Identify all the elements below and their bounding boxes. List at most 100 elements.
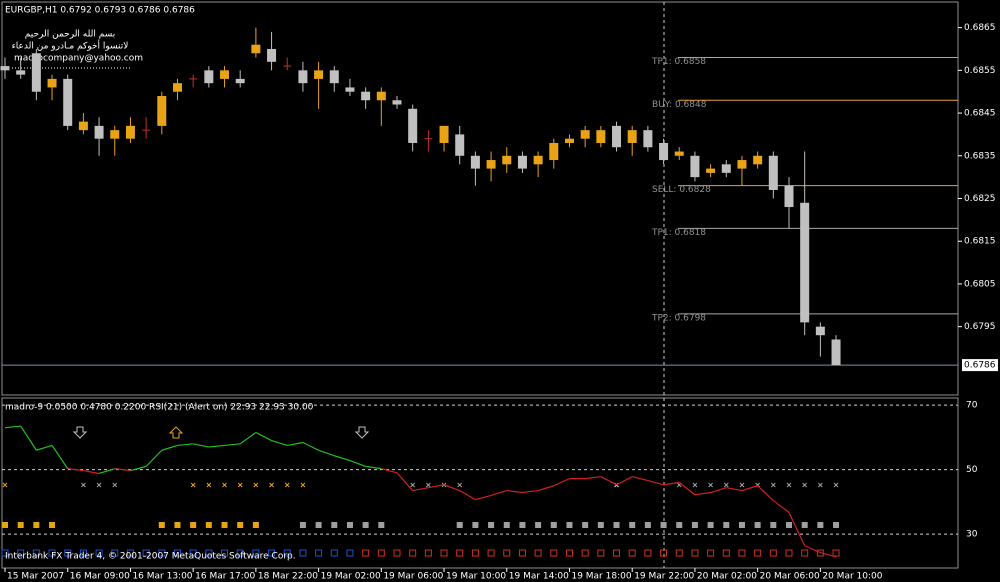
x-tick-label: 16 Mar 17:00 — [195, 572, 255, 582]
signal-x — [457, 482, 463, 488]
rsi-line — [412, 487, 429, 492]
candle-body — [502, 155, 512, 165]
signal-x — [269, 482, 274, 488]
signal-square — [158, 549, 166, 557]
last-price-box — [962, 359, 998, 372]
candle-body — [235, 78, 245, 84]
x-tick-label: 16 Mar 13:00 — [132, 572, 192, 582]
rsi-line — [318, 449, 335, 457]
signal-square — [315, 522, 322, 528]
signal-square — [315, 549, 323, 557]
rsi-line — [349, 460, 366, 467]
rsi-line — [490, 490, 507, 496]
candle-body — [408, 108, 418, 143]
signal-square — [801, 522, 808, 528]
signal-square — [785, 549, 793, 557]
candle-body — [31, 53, 41, 92]
signal-x — [426, 482, 431, 488]
candle-body — [455, 134, 465, 156]
signal-square — [424, 549, 432, 557]
note-line: لاتنسوا أخوكم مـادرو من الدعاء — [12, 40, 129, 52]
rsi-line — [443, 484, 460, 492]
y-tick-label: 0.6835 — [964, 151, 996, 161]
signal-x — [739, 482, 745, 488]
signal-square — [581, 549, 589, 557]
signal-square — [205, 549, 213, 557]
signal-x — [410, 482, 416, 488]
candle-body — [721, 164, 731, 173]
rsi-line — [381, 468, 398, 474]
signal-x — [222, 482, 227, 488]
signal-square — [126, 549, 134, 557]
signal-square — [362, 522, 369, 528]
signal-square — [723, 522, 730, 528]
candle-body — [690, 155, 700, 178]
signal-arrow-down — [354, 426, 370, 439]
level-label: SELL: 0.6828 — [652, 185, 711, 195]
candle-body — [251, 44, 261, 54]
signal-square — [456, 522, 463, 528]
candle-body — [16, 70, 26, 75]
signal-square — [79, 549, 87, 557]
signal-x — [708, 482, 713, 488]
rsi-line — [632, 476, 649, 482]
signal-square — [409, 549, 417, 557]
level-label: TP1: 0.6858 — [651, 57, 706, 67]
candle-body — [706, 168, 716, 173]
signal-square — [770, 522, 777, 528]
signal-square — [722, 549, 730, 557]
signal-square — [754, 522, 761, 528]
rsi-line — [772, 500, 790, 513]
rsi-line — [255, 431, 272, 442]
signal-square — [440, 549, 448, 557]
signal-square — [488, 522, 495, 528]
signal-square — [660, 522, 667, 528]
rsi-line — [287, 441, 304, 447]
signal-square — [644, 522, 651, 528]
signal-square — [566, 522, 573, 528]
x-tick-label: 20 Mar 06:00 — [760, 572, 820, 582]
rsi-line — [224, 443, 241, 447]
candle-body — [596, 130, 606, 143]
signal-square — [786, 522, 792, 528]
candle-body — [329, 70, 339, 84]
x-tick-label: 19 Mar 06:00 — [383, 572, 443, 582]
rsi-line — [208, 444, 225, 448]
signal-square — [190, 522, 197, 528]
y-tick-label: 70 — [966, 401, 978, 411]
signal-square — [378, 522, 385, 528]
signal-square — [32, 549, 40, 557]
candle-body — [831, 339, 841, 366]
signal-square — [362, 549, 370, 557]
rsi-line — [239, 432, 257, 445]
candle-body — [470, 155, 480, 169]
rsi-line — [616, 476, 633, 486]
y-tick-label: 0.6815 — [964, 237, 996, 247]
signal-square — [221, 522, 228, 528]
rsi-line — [600, 476, 617, 486]
signal-x — [786, 482, 792, 488]
rsi-line — [663, 481, 680, 486]
signal-square — [330, 549, 338, 557]
rsi-line — [83, 469, 100, 475]
signal-arrow-up — [168, 426, 184, 439]
candle-body — [784, 185, 794, 208]
candle-body — [659, 142, 669, 161]
candle-body — [612, 125, 622, 148]
signal-arrow-down — [72, 426, 88, 439]
candle-body — [47, 78, 57, 88]
signal-square — [237, 522, 244, 528]
signal-x — [112, 482, 118, 488]
signal-square — [377, 549, 385, 557]
candle-body — [549, 142, 559, 161]
rsi-line — [302, 441, 319, 451]
x-tick-label: 18 Mar 22:00 — [258, 572, 318, 582]
signal-square — [613, 549, 621, 557]
x-tick-label: 20 Mar 10:00 — [822, 572, 882, 582]
candle-body — [392, 100, 402, 105]
candle-body — [517, 155, 527, 169]
candle-body — [768, 155, 778, 190]
signal-square — [158, 522, 165, 528]
signal-square — [817, 522, 824, 528]
signal-square — [346, 522, 353, 528]
